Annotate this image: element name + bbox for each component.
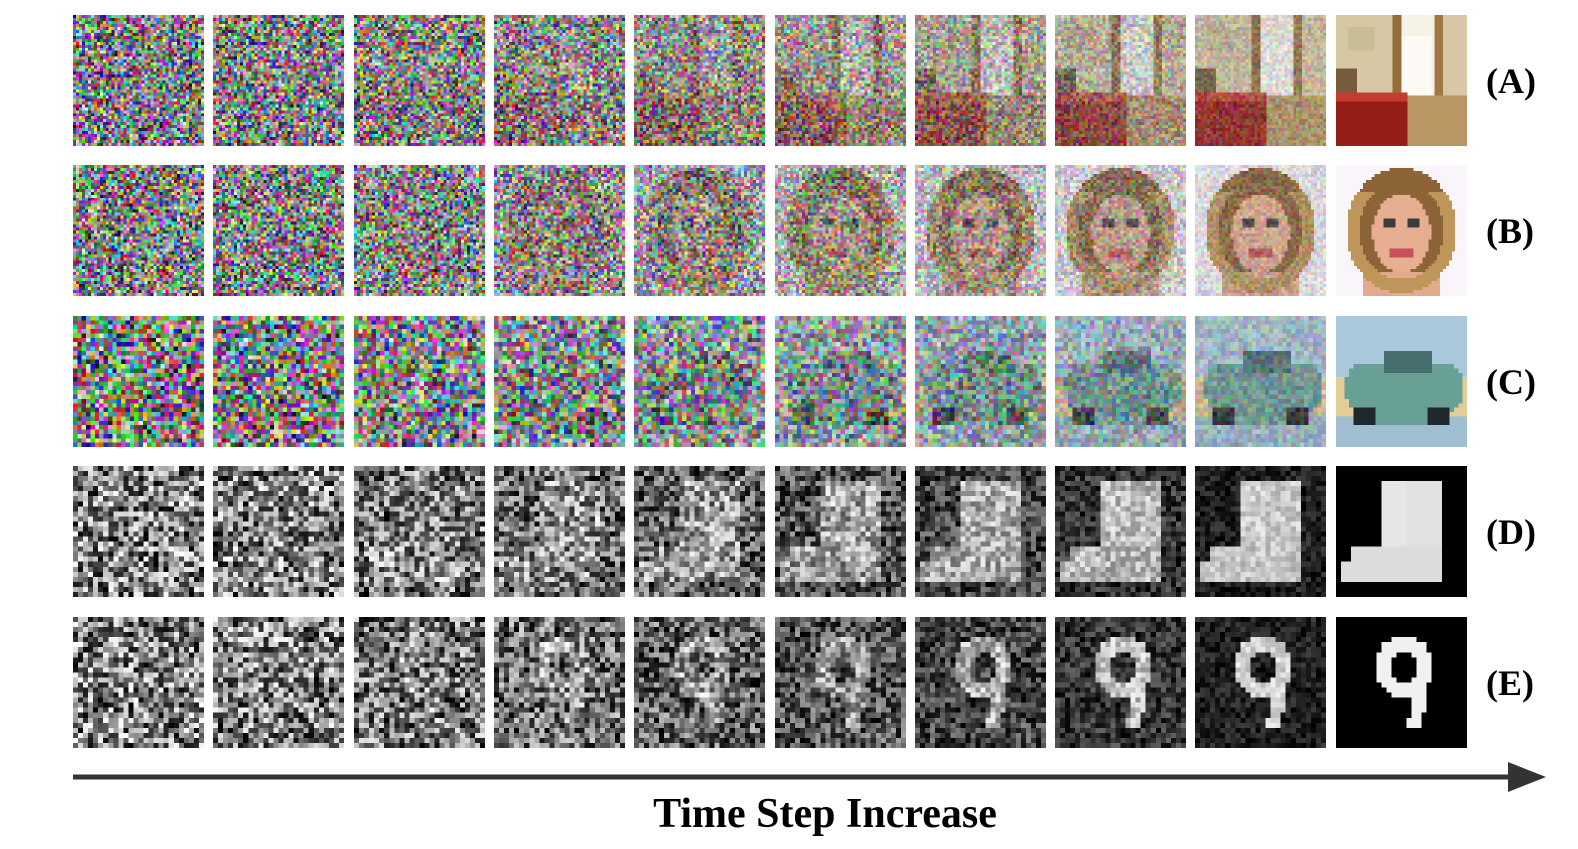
noise-step-tile <box>213 165 344 296</box>
noise-step-tile <box>915 165 1046 296</box>
noise-step-tile <box>354 316 485 447</box>
noise-step-tile <box>1195 617 1326 748</box>
noise-step-tile <box>73 15 204 146</box>
noise-step-tile <box>213 15 344 146</box>
noise-step-tile <box>775 466 906 597</box>
noise-step-tile <box>775 15 906 146</box>
noise-step-tile <box>494 15 625 146</box>
noise-step-tile <box>494 316 625 447</box>
noise-step-tile <box>634 617 765 748</box>
noise-step-tile <box>354 15 485 146</box>
noise-step-tile <box>915 466 1046 597</box>
noise-step-tile <box>73 617 204 748</box>
noise-step-tile <box>213 466 344 597</box>
noise-step-tile <box>1336 165 1467 296</box>
noise-step-tile <box>915 316 1046 447</box>
noise-step-tile <box>775 165 906 296</box>
noise-step-tile <box>634 165 765 296</box>
noise-step-tile <box>1336 617 1467 748</box>
row-label: (E) <box>1486 663 1534 703</box>
noise-step-tile <box>73 316 204 447</box>
noise-step-tile <box>1195 165 1326 296</box>
axis-caption: Time Step Increase <box>653 791 997 837</box>
noise-step-tile <box>494 165 625 296</box>
row-label: (A) <box>1486 61 1536 101</box>
noise-step-tile <box>1055 617 1186 748</box>
noise-step-tile <box>1195 15 1326 146</box>
noise-step-tile <box>494 617 625 748</box>
noise-step-tile <box>634 15 765 146</box>
row-label: (D) <box>1486 512 1536 552</box>
noise-step-tile <box>915 617 1046 748</box>
noise-step-tile <box>775 316 906 447</box>
noise-step-tile <box>494 466 625 597</box>
noise-step-tile <box>354 617 485 748</box>
noise-step-tile <box>1336 316 1467 447</box>
noise-step-tile <box>213 617 344 748</box>
noise-step-tile <box>1055 15 1186 146</box>
noise-step-tile <box>73 165 204 296</box>
noise-step-tile <box>354 466 485 597</box>
noise-step-tile <box>354 165 485 296</box>
noise-step-tile <box>634 466 765 597</box>
noise-step-tile <box>213 316 344 447</box>
noise-step-tile <box>775 617 906 748</box>
row-label: (B) <box>1486 211 1534 251</box>
time-arrow-head <box>1508 762 1546 792</box>
noise-step-tile <box>1336 15 1467 146</box>
noise-step-tile <box>1195 466 1326 597</box>
noise-step-tile <box>915 15 1046 146</box>
noise-step-tile <box>1055 165 1186 296</box>
row-label: (C) <box>1486 362 1536 402</box>
noise-step-tile <box>1055 316 1186 447</box>
noise-step-tile <box>634 316 765 447</box>
noise-step-tile <box>73 466 204 597</box>
noise-step-tile <box>1336 466 1467 597</box>
noise-step-tile <box>1055 466 1186 597</box>
noise-step-tile <box>1195 316 1326 447</box>
